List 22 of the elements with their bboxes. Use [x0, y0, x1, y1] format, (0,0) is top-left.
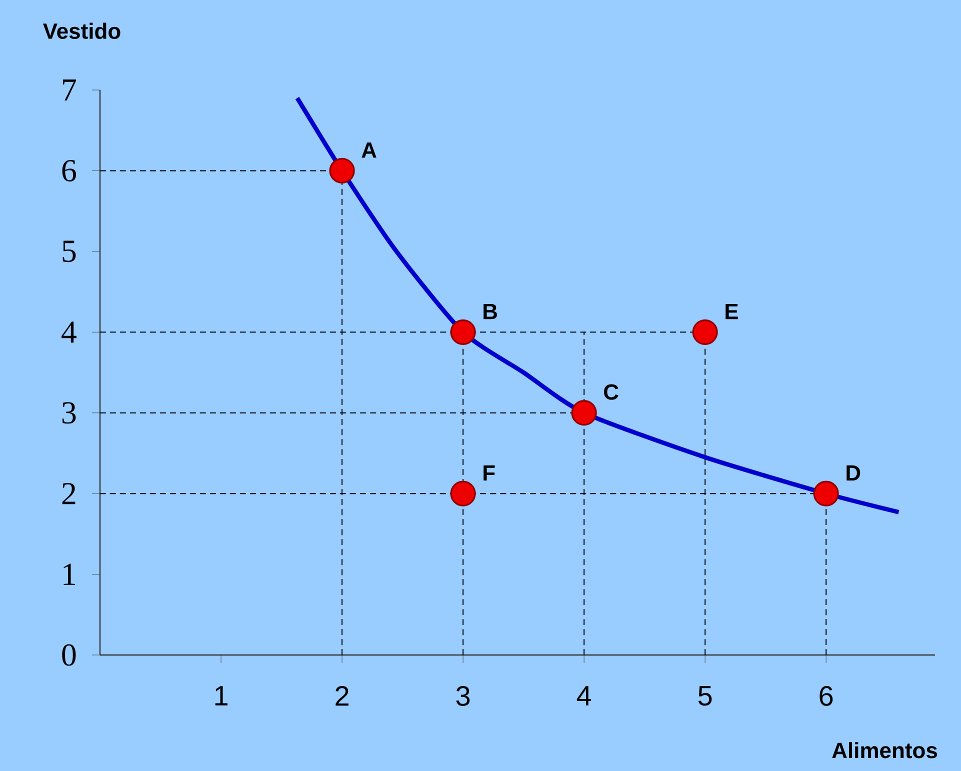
x-axis-title: Alimentos — [832, 742, 938, 758]
annotation: E — [726, 304, 738, 320]
y-tick-label: 3 — [62, 402, 76, 424]
y-tick-label: 6 — [62, 160, 76, 182]
annotation: A — [362, 142, 376, 158]
y-axis-title: Vestido — [43, 22, 120, 39]
y-tick-label: 2 — [62, 482, 76, 504]
x-tick-label: 6 — [820, 686, 833, 706]
x-tick-label: 5 — [698, 686, 712, 706]
annotation: D — [846, 465, 860, 481]
y-tick-label: 4 — [62, 322, 76, 343]
y-tick-label: 0 — [62, 644, 76, 666]
y-tick-label: 1 — [64, 564, 76, 585]
y-tick-label: 7 — [63, 80, 76, 100]
x-tick-label: 1 — [215, 686, 228, 706]
annotation: C — [604, 384, 618, 400]
x-tick-label: 2 — [336, 686, 348, 706]
x-tick-label: 3 — [456, 686, 470, 706]
annotation: F — [484, 465, 495, 481]
y-tick-label: 5 — [62, 240, 76, 262]
x-tick-label: 4 — [576, 686, 592, 706]
annotation: B — [484, 304, 497, 320]
